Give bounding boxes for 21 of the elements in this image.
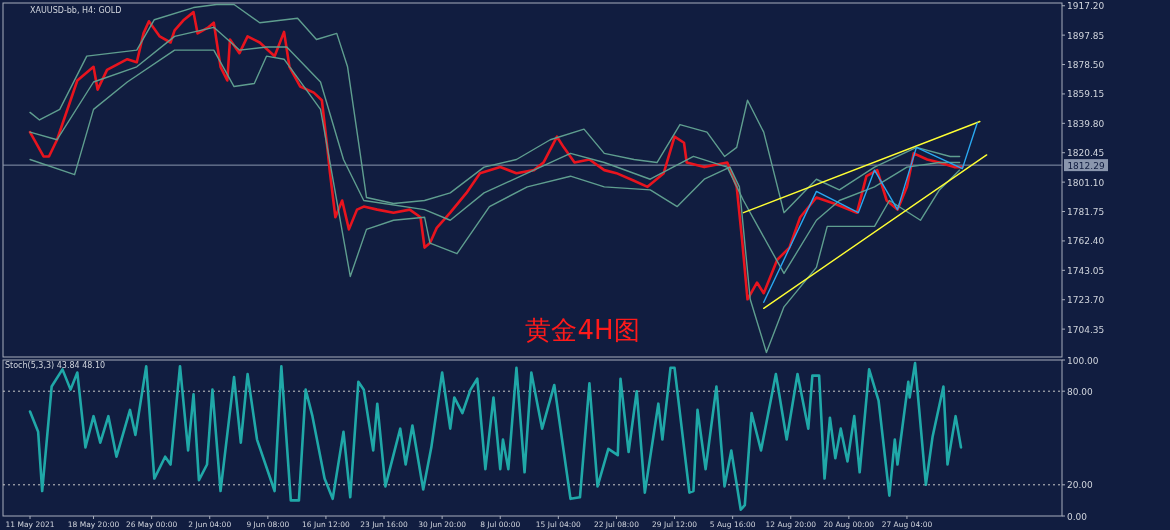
y-tick-label: 1762.40 [1067,236,1105,247]
chart-title: Stoch(5,3,3) 43.84 48.10 [5,361,106,370]
y-tick-label: 1723.70 [1067,295,1105,306]
y-tick-label: 1820.45 [1067,148,1105,159]
ref-line-label: 1812.29 [1067,160,1105,171]
y-tick-label: 1917.20 [1067,1,1105,12]
text: 黄金4H图 [525,315,640,345]
y-tick-label: 1781.75 [1067,207,1105,218]
y-tick-label: 100.00 [1067,355,1099,366]
y-tick-label: 1897.85 [1067,30,1105,41]
y-tick-label: 80.00 [1067,386,1094,397]
line-series [763,122,978,303]
y-tick-label: 1801.10 [1067,177,1105,188]
y-tick-label: 1704.35 [1067,324,1105,335]
y-tick-label: 1878.50 [1067,60,1105,71]
y-tick-label: 0.00 [1067,511,1088,522]
y-tick-label: 1859.15 [1067,89,1105,100]
annotation: XAUUSD-bb, H4: GOLD [30,6,122,15]
y-tick-label: 1839.80 [1067,118,1105,129]
y-tick-label: 20.00 [1067,480,1094,491]
y-tick-label: 1743.05 [1067,265,1105,276]
